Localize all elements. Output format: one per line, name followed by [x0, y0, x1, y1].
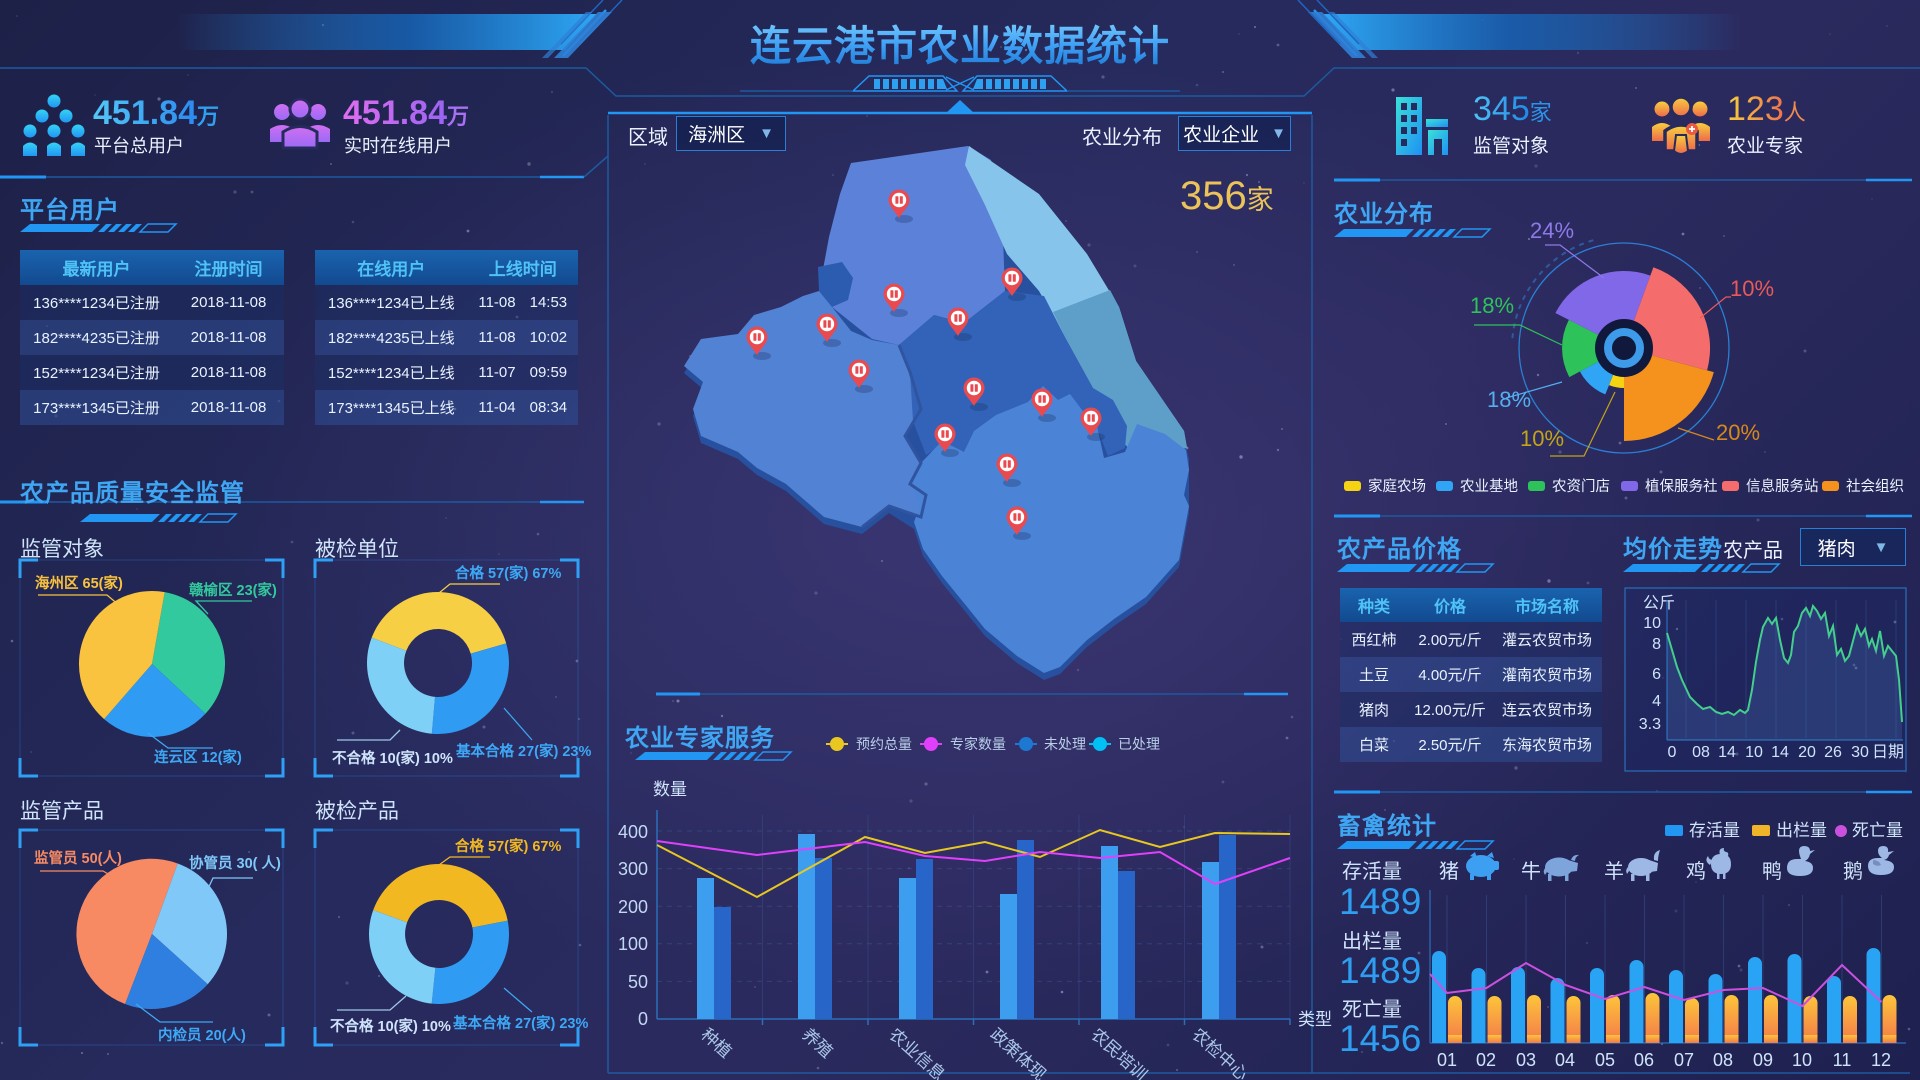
svg-text:6: 6 [1652, 666, 1661, 683]
svg-text:合格 57(家) 67%: 合格 57(家) 67% [454, 564, 561, 582]
svg-text:牛: 牛 [1521, 860, 1541, 883]
svg-text:3.3: 3.3 [1639, 716, 1661, 733]
svg-text:8: 8 [1652, 636, 1661, 653]
svg-text:200: 200 [618, 897, 648, 917]
svg-text:1456: 1456 [1339, 1018, 1421, 1059]
svg-text:存活量: 存活量 [1342, 860, 1402, 883]
svg-text:300: 300 [618, 859, 648, 879]
svg-text:羊: 羊 [1604, 860, 1624, 883]
svg-text:社会组织: 社会组织 [1846, 478, 1904, 495]
svg-text:不合格 10(家) 10%: 不合格 10(家) 10% [330, 1017, 451, 1035]
svg-text:死亡量: 死亡量 [1852, 821, 1903, 840]
svg-text:海州区 65(家): 海州区 65(家) [35, 574, 123, 592]
svg-text:20%: 20% [1716, 420, 1760, 445]
svg-text:鸡: 鸡 [1686, 860, 1706, 883]
svg-text:植保服务社: 植保服务社 [1645, 478, 1718, 495]
svg-text:出栏量: 出栏量 [1776, 821, 1827, 840]
svg-text:03: 03 [1516, 1050, 1536, 1070]
svg-text:1489: 1489 [1339, 881, 1421, 922]
svg-text:12: 12 [1871, 1050, 1891, 1070]
svg-text:家庭农场: 家庭农场 [1368, 478, 1426, 495]
svg-text:农资门店: 农资门店 [1552, 478, 1610, 495]
svg-text:10: 10 [1745, 744, 1763, 761]
svg-text:存活量: 存活量 [1689, 821, 1740, 840]
svg-text:信息服务站: 信息服务站 [1746, 478, 1819, 495]
svg-text:鸭: 鸭 [1762, 860, 1782, 883]
svg-text:0: 0 [638, 1009, 648, 1029]
svg-text:50: 50 [628, 972, 648, 992]
svg-text:18%: 18% [1470, 293, 1514, 318]
svg-text:鹅: 鹅 [1843, 860, 1863, 883]
svg-text:赣榆区 23(家): 赣榆区 23(家) [189, 581, 277, 599]
svg-text:10: 10 [1643, 615, 1661, 632]
svg-text:出栏量: 出栏量 [1342, 930, 1402, 953]
svg-text:02: 02 [1476, 1050, 1496, 1070]
svg-text:农业基地: 农业基地 [1460, 478, 1518, 495]
svg-text:100: 100 [618, 934, 648, 954]
svg-text:11: 11 [1833, 1050, 1852, 1070]
svg-text:04: 04 [1555, 1050, 1575, 1070]
svg-text:0: 0 [1668, 744, 1677, 761]
svg-text:4: 4 [1652, 693, 1661, 710]
svg-text:未处理: 未处理 [1044, 736, 1086, 752]
svg-text:基本合格 27(家) 23%: 基本合格 27(家) 23% [452, 1014, 588, 1032]
svg-text:24%: 24% [1530, 218, 1574, 243]
svg-text:基本合格 27(家) 23%: 基本合格 27(家) 23% [455, 742, 591, 760]
svg-text:14: 14 [1771, 744, 1789, 761]
svg-text:14: 14 [1718, 744, 1736, 761]
svg-text:日期: 日期 [1872, 743, 1904, 761]
svg-text:数量: 数量 [653, 780, 687, 799]
svg-text:06: 06 [1634, 1050, 1654, 1070]
svg-text:协管员 30( 人): 协管员 30( 人) [189, 854, 281, 872]
svg-text:1489: 1489 [1339, 950, 1421, 991]
svg-text:不合格 10(家) 10%: 不合格 10(家) 10% [332, 749, 453, 767]
svg-text:400: 400 [618, 822, 648, 842]
svg-text:07: 07 [1674, 1050, 1694, 1070]
svg-text:10: 10 [1792, 1050, 1812, 1070]
svg-text:09: 09 [1753, 1050, 1773, 1070]
svg-text:监管员 50(人): 监管员 50(人) [34, 849, 122, 867]
svg-text:连云区 12(家): 连云区 12(家) [154, 748, 242, 766]
svg-text:专家数量: 专家数量 [950, 736, 1006, 752]
svg-text:01: 01 [1437, 1050, 1457, 1070]
svg-text:合格 57(家) 67%: 合格 57(家) 67% [454, 837, 561, 855]
svg-text:10%: 10% [1730, 276, 1774, 301]
svg-text:类型: 类型 [1298, 1010, 1332, 1029]
svg-text:内检员 20(人): 内检员 20(人) [158, 1026, 246, 1044]
svg-text:死亡量: 死亡量 [1342, 998, 1402, 1021]
svg-text:08: 08 [1692, 744, 1710, 761]
svg-text:26: 26 [1824, 744, 1842, 761]
svg-text:05: 05 [1595, 1050, 1615, 1070]
svg-text:预约总量: 预约总量 [856, 736, 912, 752]
svg-text:30: 30 [1851, 744, 1869, 761]
svg-text:18%: 18% [1487, 387, 1531, 412]
svg-text:已处理: 已处理 [1118, 736, 1160, 752]
svg-text:10%: 10% [1520, 426, 1564, 451]
svg-text:08: 08 [1713, 1050, 1733, 1070]
svg-text:20: 20 [1798, 744, 1816, 761]
svg-text:猪: 猪 [1439, 860, 1459, 883]
